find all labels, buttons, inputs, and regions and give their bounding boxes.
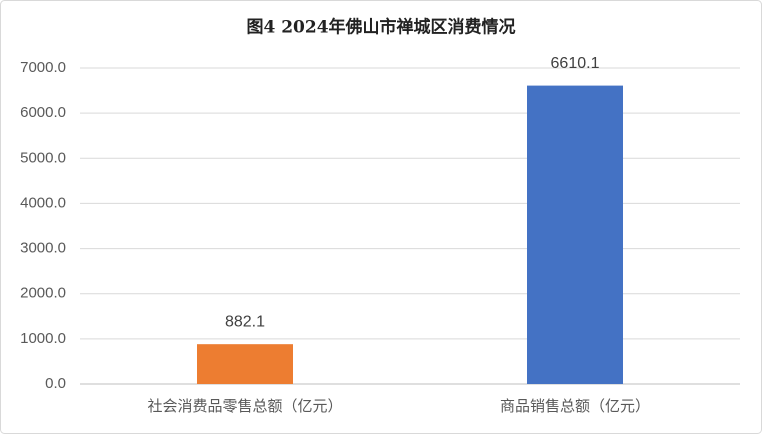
bar	[197, 344, 293, 384]
y-tick-label: 4000.0	[20, 194, 66, 211]
bar	[527, 85, 623, 384]
chart-title: 图4 2024年佛山市禅城区消费情况	[246, 17, 515, 38]
y-tick-label: 0.0	[45, 375, 66, 392]
x-tick-label: 社会消费品零售总额（亿元）	[147, 398, 342, 415]
x-tick-label: 商品销售总额（亿元）	[500, 398, 650, 415]
y-tick-label: 3000.0	[20, 240, 66, 257]
y-tick-label: 5000.0	[20, 149, 66, 166]
y-tick-label: 6000.0	[20, 104, 66, 121]
y-tick-label: 1000.0	[20, 330, 66, 347]
y-tick-label: 2000.0	[20, 285, 66, 302]
data-label: 6610.1	[551, 55, 600, 72]
y-tick-label: 7000.0	[20, 59, 66, 76]
data-label: 882.1	[225, 313, 265, 330]
